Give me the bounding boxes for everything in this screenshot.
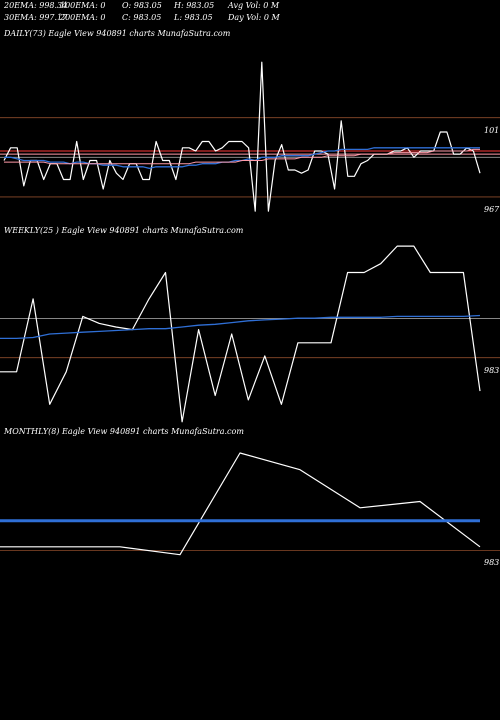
stat-20ema: 20EMA: 998.34: [4, 1, 68, 10]
monthly-series-0: [0, 452, 481, 556]
daily-series-2: [4, 148, 480, 165]
daily-series-0: [3, 61, 481, 212]
stat-high: H: 983.05: [174, 1, 215, 10]
weekly-series-1: [0, 314, 481, 340]
monthly-panel-label: MONTHLY(8) Eagle View 940891 charts Muna…: [4, 427, 244, 436]
stat-100ema: 100EMA: 0: [60, 1, 106, 10]
weekly-tick-label-0: 983: [484, 365, 500, 375]
daily-tick-label-1: 967: [484, 204, 500, 214]
stat-200ema: 200EMA: 0: [60, 13, 106, 22]
stat-day-vol: Day Vol: 0 M: [228, 13, 280, 22]
weekly-series-0: [0, 245, 481, 423]
monthly-tick-label-0: 983: [484, 558, 500, 568]
daily-panel-label: DAILY(73) Eagle View 940891 charts Munaf…: [4, 29, 231, 38]
stat-close: C: 983.05: [122, 13, 162, 22]
stat-avg-vol: Avg Vol: 0 M: [228, 1, 280, 10]
weekly-panel-label: WEEKLY(25 ) Eagle View 940891 charts Mun…: [4, 226, 244, 235]
stat-low: L: 983.05: [174, 13, 213, 22]
stat-30ema: 30EMA: 997.17: [4, 13, 68, 22]
daily-tick-label-0: 1017: [484, 125, 500, 135]
stat-open: O: 983.05: [122, 1, 162, 10]
